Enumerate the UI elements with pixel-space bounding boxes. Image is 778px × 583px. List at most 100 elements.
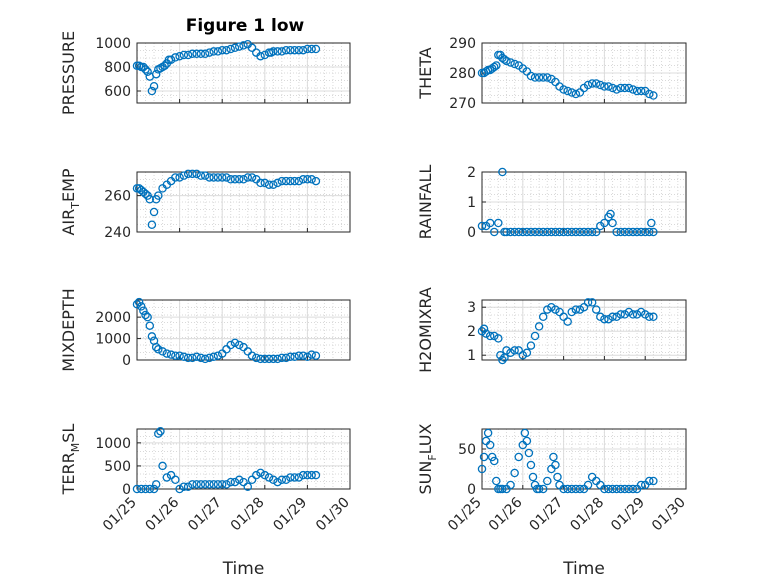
data-point xyxy=(506,227,515,237)
data-point xyxy=(571,227,581,237)
data-point xyxy=(200,480,210,489)
data-point xyxy=(209,47,218,56)
data-point xyxy=(209,173,218,182)
axes-box xyxy=(481,299,687,361)
data-point xyxy=(502,227,511,237)
data-point xyxy=(489,456,499,466)
data-point xyxy=(192,49,201,59)
data-point xyxy=(230,338,240,348)
data-point xyxy=(160,61,169,71)
data-point xyxy=(538,227,548,237)
data-point xyxy=(264,354,274,364)
data-point xyxy=(277,47,287,56)
data-point xyxy=(286,473,295,482)
y-tick-label: 240 xyxy=(104,225,131,241)
data-point xyxy=(277,475,287,485)
data-point xyxy=(286,352,295,362)
data-point xyxy=(547,302,556,312)
data-point xyxy=(600,484,609,494)
data-point xyxy=(551,305,560,314)
x-tick-label: 01/29 xyxy=(270,495,310,535)
data-point xyxy=(183,353,193,363)
y-tick-label: 270 xyxy=(449,96,476,112)
data-point xyxy=(217,480,227,489)
data-point xyxy=(608,312,617,322)
data-point xyxy=(230,477,240,487)
data-point xyxy=(502,56,511,66)
data-point xyxy=(583,227,593,237)
data-point xyxy=(596,312,605,322)
axes-box xyxy=(136,428,351,490)
data-point xyxy=(583,80,593,90)
data-point xyxy=(230,175,240,184)
axes-box xyxy=(136,299,351,361)
data-point xyxy=(587,298,597,307)
data-point xyxy=(166,55,176,65)
data-point xyxy=(624,484,634,494)
data-point xyxy=(600,218,609,228)
x-tick-label: 01/30 xyxy=(313,495,353,535)
x-tick-label: 01/28 xyxy=(567,495,607,535)
data-point xyxy=(632,227,642,237)
data-point xyxy=(567,307,577,317)
data-point xyxy=(139,306,148,315)
data-point xyxy=(636,86,646,96)
data-point xyxy=(252,470,261,480)
data-point xyxy=(534,322,544,331)
data-point xyxy=(183,50,193,60)
data-point xyxy=(575,227,585,237)
y-axis-label: PRESSURE xyxy=(59,31,78,115)
data-point xyxy=(149,207,159,217)
data-point xyxy=(158,461,167,471)
y-tick-label: 0 xyxy=(122,353,131,369)
data-point xyxy=(604,82,613,91)
data-point xyxy=(487,452,497,462)
data-point xyxy=(624,227,634,237)
x-tick-label: 01/26 xyxy=(143,494,183,534)
axes-box xyxy=(136,171,351,233)
data-point xyxy=(143,67,152,77)
data-point xyxy=(141,484,150,494)
data-point xyxy=(492,61,501,70)
data-point xyxy=(290,176,299,186)
data-point xyxy=(567,88,577,97)
data-point xyxy=(243,173,253,182)
data-point xyxy=(587,79,597,88)
data-point xyxy=(489,62,499,72)
subplot-6: 1 2 3 H2OMIXRA xyxy=(416,287,687,373)
y-tick-label: 0 xyxy=(467,225,476,241)
data-point xyxy=(269,475,278,485)
subplot-4: 0 1 2 RAINFALL xyxy=(416,165,687,241)
data-point xyxy=(510,59,519,69)
data-point xyxy=(555,307,564,317)
data-point xyxy=(591,227,601,237)
data-point xyxy=(303,44,312,54)
data-point xyxy=(311,44,321,54)
data-point xyxy=(281,475,291,485)
subplot-7: 0 500 1000 TERRMSL 01/25 01/26 01/27 01/28 01/29… xyxy=(59,424,353,579)
data-point xyxy=(311,176,321,186)
data-point xyxy=(171,475,180,485)
data-point xyxy=(522,227,532,237)
data-point xyxy=(252,353,261,363)
data-point xyxy=(175,173,184,182)
y-axis-label: AIRTEMP xyxy=(59,168,82,235)
data-point xyxy=(145,484,155,494)
data-point xyxy=(479,452,489,462)
subplot-1: 600 800 1000 PRESSURE xyxy=(59,31,351,115)
data-point xyxy=(307,175,316,184)
data-point xyxy=(506,348,515,358)
data-point xyxy=(647,218,656,228)
data-point xyxy=(298,175,308,184)
data-point xyxy=(269,180,278,189)
data-point xyxy=(530,73,540,82)
data-point xyxy=(506,480,515,490)
data-point xyxy=(551,460,560,470)
data-point xyxy=(269,354,278,364)
y-tick-label: 0 xyxy=(122,482,131,498)
data-point xyxy=(307,44,316,54)
data-point xyxy=(294,176,304,186)
y-tick-label: 1 xyxy=(467,348,476,364)
y-tick-label: 1000 xyxy=(95,36,131,52)
data-point xyxy=(149,81,159,91)
